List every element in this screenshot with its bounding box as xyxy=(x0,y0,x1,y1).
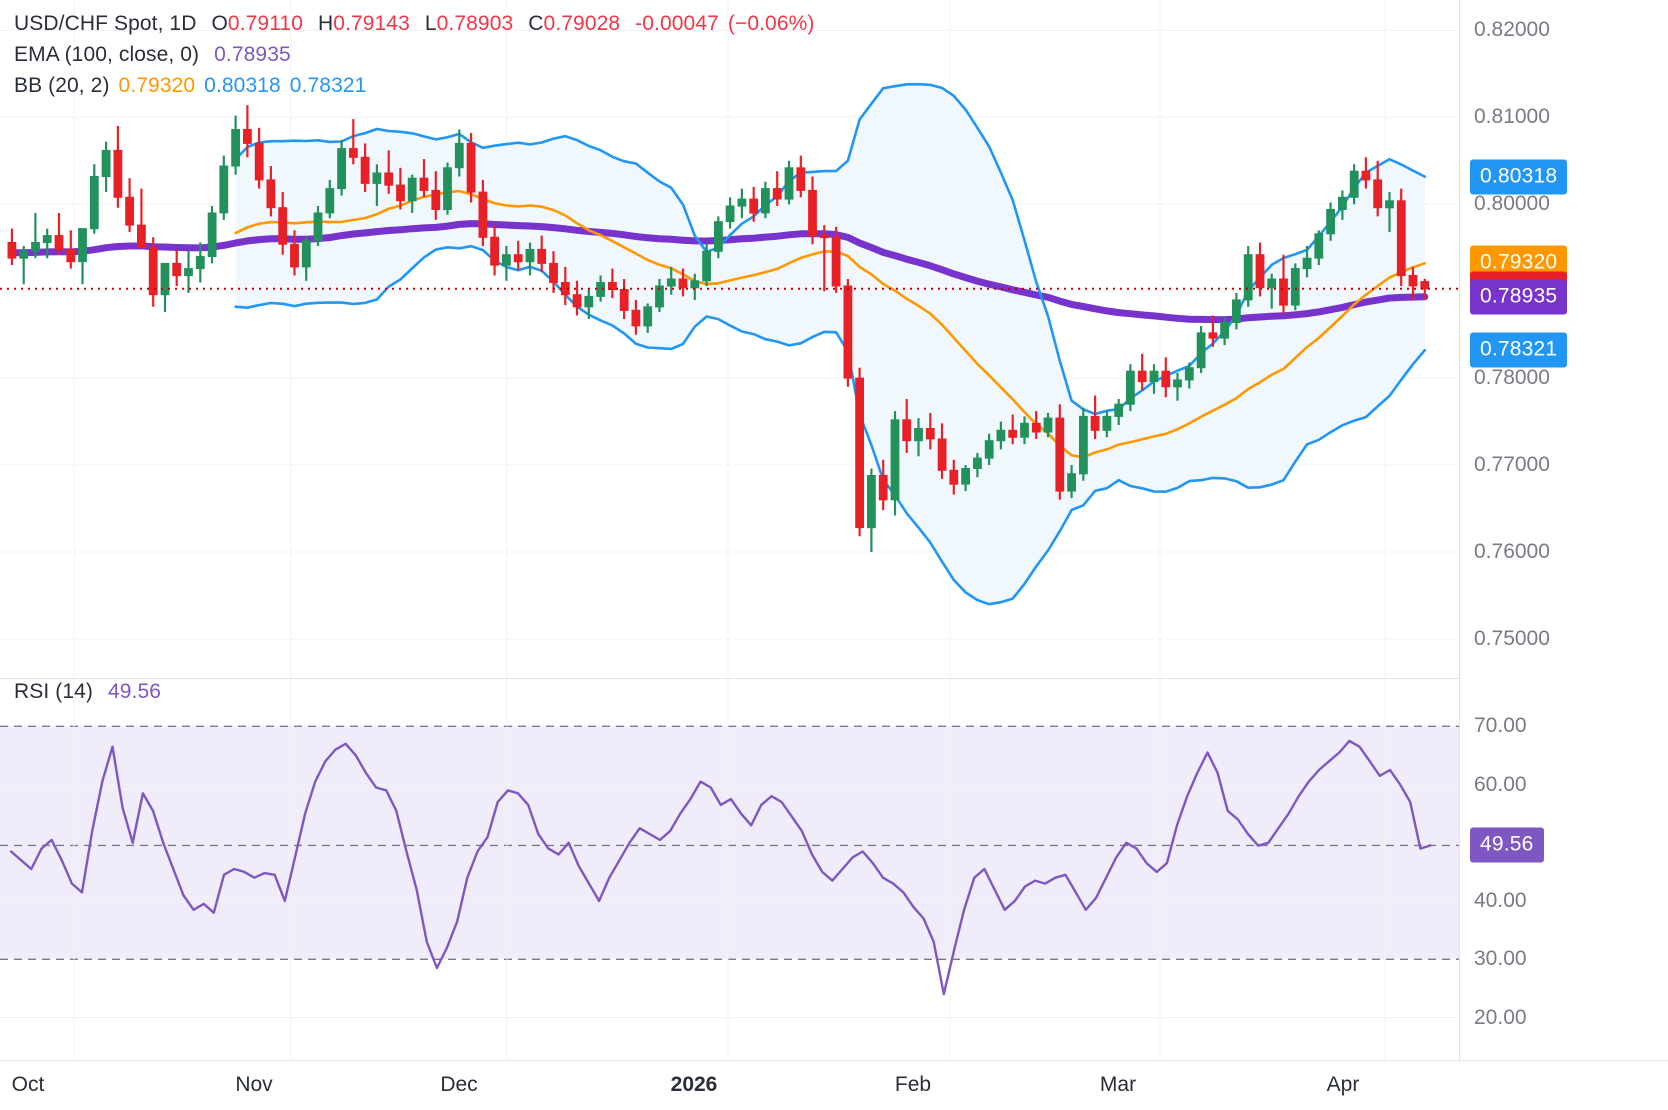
price-axis-tick: 0.81000 xyxy=(1474,105,1550,129)
open-value: 0.79110 xyxy=(227,12,303,35)
bb-legend-row[interactable]: BB (20, 2) 0.79320 0.80318 0.78321 xyxy=(14,70,814,101)
time-axis-label: Oct xyxy=(11,1073,45,1096)
ema-legend-row[interactable]: EMA (100, close, 0) 0.78935 xyxy=(14,39,814,70)
close-label: C xyxy=(528,12,544,35)
rsi-axis[interactable]: 70.00 60.00 40.00 30.00 20.00 49.56 xyxy=(1459,678,1668,1060)
time-axis-label: Mar xyxy=(1099,1073,1137,1096)
bb-label[interactable]: BB (20, 2) xyxy=(14,74,110,97)
time-axis[interactable]: Oct Nov Dec 2026 Feb Mar Apr xyxy=(0,1060,1668,1110)
rsi-plot[interactable] xyxy=(0,678,1460,1060)
rsi-pane[interactable] xyxy=(0,678,1668,1060)
time-axis-label: Nov xyxy=(235,1073,273,1096)
high-value: 0.79143 xyxy=(333,12,410,35)
rsi-label[interactable]: RSI (14) xyxy=(14,680,93,703)
symbol-ohlc-row[interactable]: USD/CHF Spot, 1D O0.79110 H0.79143 L0.78903… xyxy=(14,8,814,39)
price-pane[interactable] xyxy=(0,0,1668,678)
price-axis-tick: 0.82000 xyxy=(1474,18,1550,42)
low-label: L xyxy=(424,12,437,35)
price-axis-tick: 0.78000 xyxy=(1474,366,1550,390)
time-axis-label: Feb xyxy=(894,1073,932,1096)
price-axis-tick: 0.80000 xyxy=(1474,192,1550,216)
time-axis-label: 2026 xyxy=(670,1073,718,1096)
open-label: O xyxy=(211,12,228,35)
price-legend: USD/CHF Spot, 1D O0.79110 H0.79143 L0.78903… xyxy=(14,8,814,101)
close-value: 0.79028 xyxy=(543,12,621,35)
price-axis[interactable]: 0.82000 0.81000 0.80000 0.78000 0.77000 0.760… xyxy=(1459,0,1668,678)
bb-upper-badge[interactable]: 0.80318 xyxy=(1470,159,1568,195)
rsi-axis-tick: 30.00 xyxy=(1474,947,1527,971)
pane-divider[interactable] xyxy=(0,678,1460,679)
rsi-axis-tick: 20.00 xyxy=(1474,1005,1527,1029)
time-axis-separator xyxy=(0,1060,1668,1061)
price-axis-tick: 0.75000 xyxy=(1474,626,1550,650)
price-axis-separator xyxy=(1459,0,1460,678)
ema-label[interactable]: EMA (100, close, 0) xyxy=(14,43,200,66)
rsi-axis-tick: 60.00 xyxy=(1474,772,1527,796)
ema-badge[interactable]: 0.78935 xyxy=(1470,279,1568,315)
bb-basis-value: 0.79320 xyxy=(118,74,196,97)
bb-lower-value: 0.78321 xyxy=(289,74,367,97)
bb-lower-badge[interactable]: 0.78321 xyxy=(1470,332,1568,368)
price-axis-tick: 0.76000 xyxy=(1474,539,1550,563)
bb-upper-value: 0.80318 xyxy=(204,74,281,97)
price-axis-tick: 0.77000 xyxy=(1474,453,1550,477)
change-value: -0.00047 xyxy=(635,12,719,35)
rsi-axis-tick: 40.00 xyxy=(1474,889,1527,913)
rsi-value: 49.56 xyxy=(108,680,162,703)
high-label: H xyxy=(317,12,334,35)
rsi-legend: RSI (14) 49.56 xyxy=(14,676,161,707)
price-plot[interactable] xyxy=(0,0,1460,678)
low-value: 0.78903 xyxy=(436,12,514,35)
time-axis-label: Dec xyxy=(440,1073,478,1096)
rsi-legend-row[interactable]: RSI (14) 49.56 xyxy=(14,676,161,707)
rsi-value-badge[interactable]: 49.56 xyxy=(1470,827,1544,863)
rsi-axis-separator xyxy=(1459,678,1460,1060)
symbol-label[interactable]: USD/CHF Spot, 1D xyxy=(14,12,197,35)
change-percent: (−0.06%) xyxy=(727,12,815,35)
rsi-axis-tick: 70.00 xyxy=(1474,714,1527,738)
ema-value: 0.78935 xyxy=(214,43,291,66)
time-axis-label: Apr xyxy=(1326,1073,1360,1096)
